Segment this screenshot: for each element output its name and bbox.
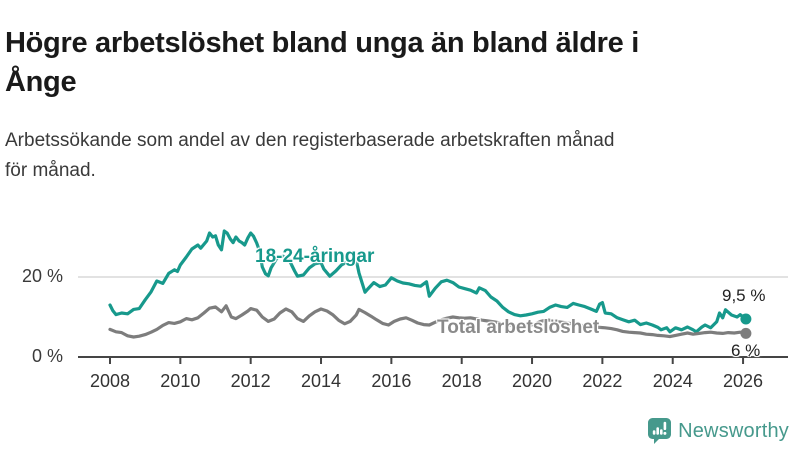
series-end-dot-0 xyxy=(740,313,752,325)
series-label-youth: 18-24-åringar xyxy=(255,246,375,267)
series-line-1 xyxy=(108,304,748,339)
page-title: Högre arbetslöshet bland unga än bland ä… xyxy=(5,24,785,102)
chart-subtitle: Arbetssökande som andel av den registerb… xyxy=(5,126,785,186)
x-tick-label: 2016 xyxy=(371,371,412,391)
x-tick-label: 2012 xyxy=(230,371,271,391)
chart-subtitle-line2: för månad. xyxy=(5,160,96,181)
x-tick-label: 2018 xyxy=(441,371,482,391)
y-axis-label-0: 0 % xyxy=(31,346,63,366)
unemployment-line-chart: 20 % 0 % 2008 2010 2012 2014 2016 2018 2020 202… xyxy=(0,210,800,410)
newsworthy-icon xyxy=(648,418,672,444)
x-tick-label: 2024 xyxy=(652,371,693,391)
y-axis-label-20: 20 % xyxy=(21,266,63,286)
x-tick-label: 2020 xyxy=(512,371,553,391)
chart-canvas xyxy=(78,229,788,364)
x-tick-label: 2014 xyxy=(300,371,342,391)
page-title-line2: Ånge xyxy=(5,66,77,99)
x-tick-label: 2010 xyxy=(160,371,201,391)
x-tick-label: 2008 xyxy=(89,371,131,391)
page-title-line1: Högre arbetslöshet bland unga än bland ä… xyxy=(5,27,639,60)
series-line-0 xyxy=(108,229,748,334)
newsworthy-logo-text: Newsworthy xyxy=(678,419,789,442)
end-value-label-total: 6 % xyxy=(731,341,761,360)
series-label-total: Total arbetslöshet xyxy=(437,317,600,338)
series-end-dot-1 xyxy=(740,327,752,339)
chart-subtitle-line1: Arbetssökande som andel av den registerb… xyxy=(5,130,615,151)
end-value-label-youth: 9,5 % xyxy=(722,286,766,305)
x-tick-label: 2026 xyxy=(723,371,764,391)
x-tick-label: 2022 xyxy=(582,371,623,391)
newsworthy-logo[interactable]: Newsworthy xyxy=(648,418,789,444)
